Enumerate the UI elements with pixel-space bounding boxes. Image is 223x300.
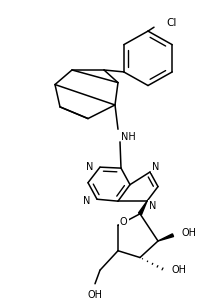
Text: N: N: [83, 196, 90, 206]
Text: OH: OH: [87, 290, 103, 300]
Text: Cl: Cl: [166, 18, 176, 28]
Polygon shape: [138, 201, 147, 214]
Text: NH: NH: [121, 132, 136, 142]
Text: O: O: [120, 217, 128, 226]
Text: OH: OH: [182, 228, 197, 238]
Text: N: N: [149, 201, 156, 211]
Text: OH: OH: [172, 265, 187, 275]
Polygon shape: [158, 234, 173, 241]
Text: N: N: [86, 162, 93, 172]
Text: N: N: [152, 162, 159, 172]
